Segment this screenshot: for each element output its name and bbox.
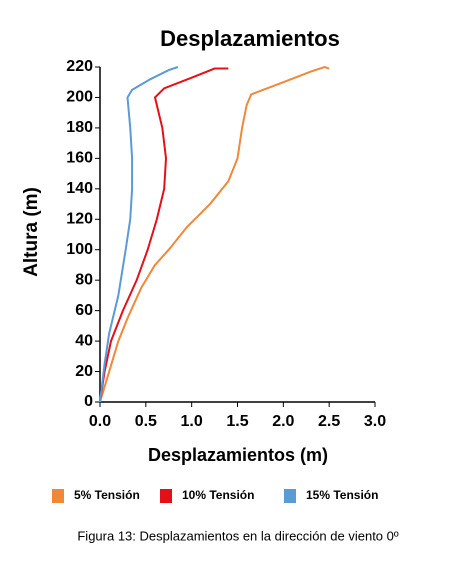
caption: Figura 13: Desplazamientos en la direcci… <box>77 528 399 543</box>
legend-label: 5% Tensión <box>74 488 140 502</box>
x-tick-label: 2.5 <box>318 413 340 430</box>
y-tick-label: 100 <box>66 241 93 258</box>
y-tick-label: 20 <box>75 363 93 380</box>
legend-swatch <box>52 489 64 503</box>
legend-swatch <box>284 489 296 503</box>
y-tick-label: 140 <box>66 180 93 197</box>
y-tick-label: 160 <box>66 150 93 167</box>
line <box>99 67 229 403</box>
line <box>99 65 330 403</box>
x-tick-label: 2.0 <box>272 413 294 430</box>
x-tick-label: 1.0 <box>181 413 203 430</box>
legend-label: 15% Tensión <box>306 488 378 502</box>
y-tick-label: 60 <box>75 302 93 319</box>
y-tick-label: 0 <box>84 393 93 410</box>
x-tick-label: 0.5 <box>135 413 157 430</box>
y-tick-label: 120 <box>66 210 93 227</box>
line <box>99 66 179 403</box>
y-tick-label: 40 <box>75 332 93 349</box>
legend-label: 10% Tensión <box>182 488 254 502</box>
y-tick-label: 180 <box>66 119 93 136</box>
y-tick-label: 80 <box>75 271 93 288</box>
legend-swatch <box>160 489 172 503</box>
y-tick-label: 200 <box>66 89 93 106</box>
x-tick-label: 3.0 <box>364 413 386 430</box>
x-tick-label: 1.5 <box>226 413 248 430</box>
y-tick-label: 220 <box>66 58 93 75</box>
x-tick-label: 0.0 <box>89 413 111 430</box>
y-axis-label: Altura (m) <box>21 187 42 277</box>
chart-title: Desplazamientos <box>160 26 340 51</box>
x-axis-label: Desplazamientos (m) <box>148 445 328 465</box>
